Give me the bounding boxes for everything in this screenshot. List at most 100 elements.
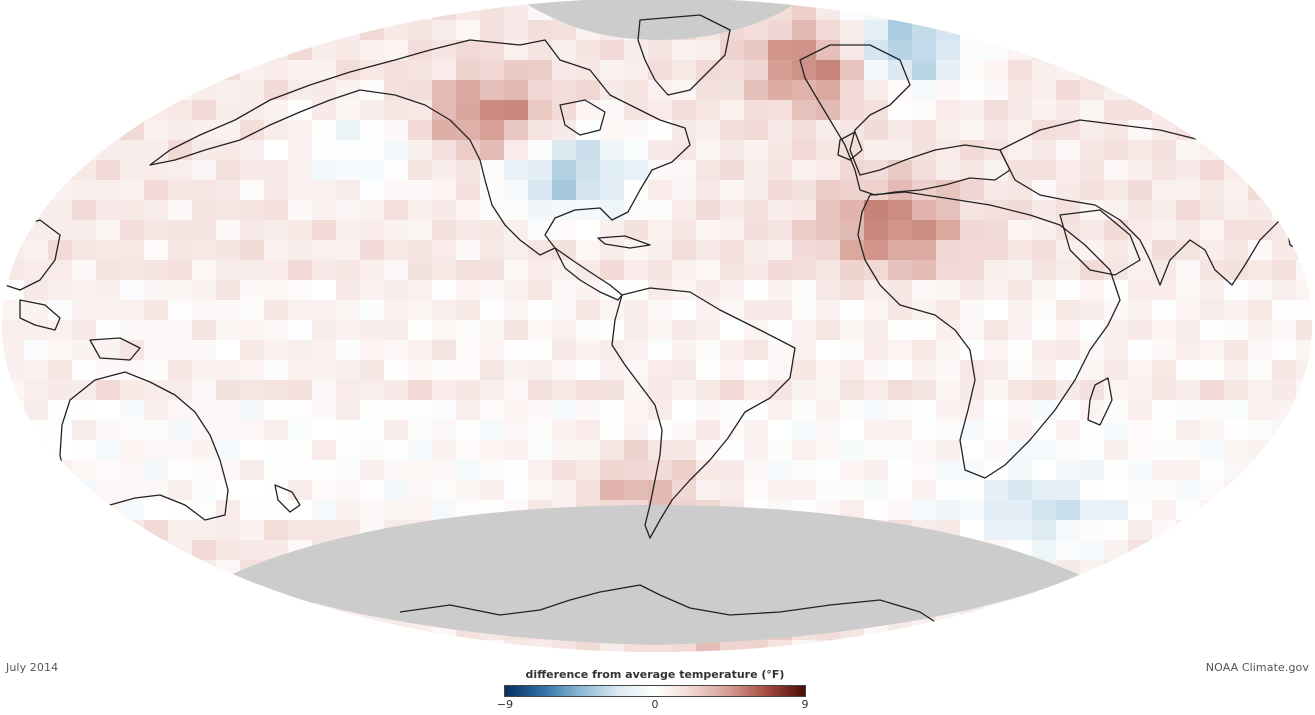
anomaly-cell: [696, 480, 721, 501]
anomaly-cell: [216, 160, 241, 181]
anomaly-cell: [624, 60, 649, 81]
anomaly-cell: [504, 80, 529, 101]
anomaly-cell: [1080, 360, 1105, 381]
anomaly-cell: [72, 180, 97, 201]
anomaly-cell: [336, 460, 361, 481]
anomaly-cell: [984, 260, 1009, 281]
anomaly-cell: [1080, 140, 1105, 161]
anomaly-cell: [1224, 180, 1249, 201]
anomaly-cell: [1176, 380, 1201, 401]
anomaly-cell: [240, 200, 265, 221]
anomaly-cell: [576, 200, 601, 221]
anomaly-cell: [624, 400, 649, 421]
anomaly-cell: [936, 200, 961, 221]
anomaly-cell: [1248, 360, 1273, 381]
anomaly-cell: [528, 140, 553, 161]
anomaly-cell: [432, 200, 457, 221]
anomaly-cell: [1104, 240, 1129, 261]
anomaly-cell: [456, 240, 481, 261]
anomaly-cell: [1008, 120, 1033, 141]
anomaly-cell: [1032, 140, 1057, 161]
anomaly-cell: [96, 220, 121, 241]
anomaly-cell: [1128, 480, 1153, 501]
anomaly-cell: [288, 140, 313, 161]
anomaly-cell: [48, 380, 73, 401]
anomaly-cell: [600, 300, 625, 321]
anomaly-cell: [576, 420, 601, 441]
anomaly-cell: [192, 460, 217, 481]
anomaly-cell: [960, 440, 985, 461]
anomaly-cell: [168, 400, 193, 421]
anomaly-cell: [864, 280, 889, 301]
anomaly-cell: [96, 160, 121, 181]
anomaly-cell: [504, 140, 529, 161]
anomaly-cell: [1056, 240, 1081, 261]
anomaly-cell: [432, 320, 457, 341]
anomaly-cell: [960, 280, 985, 301]
anomaly-cell: [888, 380, 913, 401]
anomaly-cell: [936, 320, 961, 341]
anomaly-cell: [384, 460, 409, 481]
anomaly-cell: [240, 280, 265, 301]
anomaly-cell: [768, 460, 793, 481]
anomaly-cell: [1248, 220, 1273, 241]
anomaly-cell: [168, 100, 193, 121]
anomaly-cell: [408, 80, 433, 101]
anomaly-cell: [984, 300, 1009, 321]
anomaly-cell: [768, 20, 793, 41]
anomaly-cell: [984, 200, 1009, 221]
anomaly-cell: [744, 40, 769, 61]
anomaly-cell: [576, 480, 601, 501]
anomaly-cell: [600, 200, 625, 221]
anomaly-cell: [456, 20, 481, 41]
anomaly-cell: [912, 440, 937, 461]
anomaly-cell: [720, 140, 745, 161]
anomaly-cell: [960, 360, 985, 381]
anomaly-cell: [648, 420, 673, 441]
anomaly-cell: [456, 400, 481, 421]
anomaly-cell: [360, 140, 385, 161]
anomaly-cell: [1248, 380, 1273, 401]
anomaly-cell: [984, 400, 1009, 421]
anomaly-cell: [912, 100, 937, 121]
anomaly-cell: [528, 480, 553, 501]
anomaly-cell: [1152, 100, 1177, 121]
anomaly-cell: [624, 140, 649, 161]
anomaly-cell: [672, 60, 697, 81]
anomaly-cell: [1008, 400, 1033, 421]
anomaly-cell: [576, 460, 601, 481]
anomaly-cell: [408, 140, 433, 161]
anomaly-cell: [912, 340, 937, 361]
anomaly-cell: [1128, 180, 1153, 201]
anomaly-cell: [168, 80, 193, 101]
africa-coast: [857, 191, 1121, 479]
anomaly-cell: [1200, 380, 1225, 401]
anomaly-cell: [624, 420, 649, 441]
anomaly-cell: [336, 140, 361, 161]
anomaly-cell: [480, 20, 505, 41]
anomaly-cell: [72, 280, 97, 301]
anomaly-cell: [288, 120, 313, 141]
anomaly-cell: [576, 320, 601, 341]
anomaly-cell: [768, 300, 793, 321]
anomaly-cell: [528, 180, 553, 201]
anomaly-cell: [1032, 160, 1057, 181]
anomaly-cell: [1176, 500, 1201, 521]
anomaly-cell: [456, 200, 481, 221]
anomaly-cell: [312, 120, 337, 141]
anomaly-cell: [792, 60, 817, 81]
anomaly-cell: [1104, 360, 1129, 381]
anomaly-cell: [984, 180, 1009, 201]
anomaly-cell: [1176, 360, 1201, 381]
anomaly-cell: [648, 160, 673, 181]
anomaly-cell: [480, 220, 505, 241]
anomaly-cell: [120, 180, 145, 201]
anomaly-cell: [2, 280, 25, 301]
anomaly-cell: [384, 240, 409, 261]
anomaly-cell: [720, 220, 745, 241]
anomaly-cell: [2, 400, 25, 421]
anomaly-cell: [456, 60, 481, 81]
anomaly-cell: [408, 300, 433, 321]
anomaly-cell: [48, 260, 73, 281]
anomaly-cell: [888, 220, 913, 241]
